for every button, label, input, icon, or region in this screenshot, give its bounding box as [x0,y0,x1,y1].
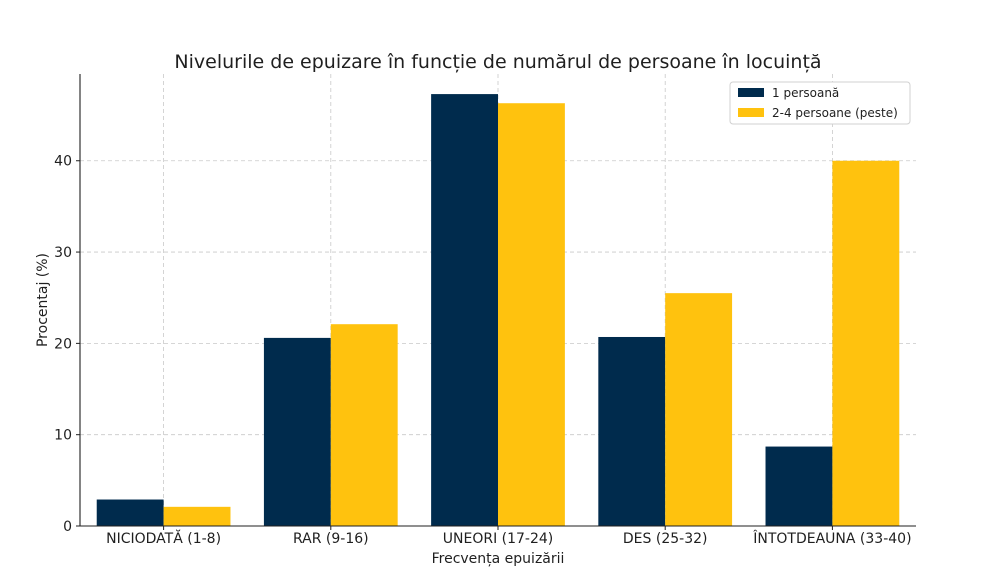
x-tick-label: DES (25-32) [623,531,708,547]
legend-label-1-persoana: 1 persoană [772,86,839,100]
legend-swatch-2-4-persoane [738,108,764,117]
x-tick-label: UNEORI (17-24) [443,531,554,547]
x-ticks: NICIODATĂ (1-8) RAR (9-16) UNEORI (17-24) D… [106,526,912,547]
legend-box [729,81,911,125]
bar-series1-4 [765,446,833,526]
y-axis-label: Procentaj (%) [35,253,51,347]
y-tick-label: 10 [54,428,72,444]
y-tick-label: 20 [54,336,72,352]
bar-series1-1 [263,337,331,526]
legend-label-2-4-persoane: 2-4 persoane (peste) [772,106,898,120]
bar-series2-0 [163,506,231,526]
x-tick-label: NICIODATĂ (1-8) [106,529,221,547]
bar-series2-3 [665,293,733,526]
x-tick-label: RAR (9-16) [293,531,369,547]
chart-title: Nivelurile de epuizare în funcție de num… [174,51,821,73]
bar-series2-4 [832,160,900,526]
y-tick-label: 40 [54,154,72,170]
bar-series1-0 [96,499,164,526]
bar-series2-2 [498,103,565,526]
x-axis-label: Frecvența epuizării [432,551,565,567]
legend: 1 persoană 2-4 persoane (peste) [729,81,911,125]
bar-series1-2 [431,94,498,526]
bar-series1-3 [598,336,666,526]
x-tick-label: ÎNTOTDEAUNA (33-40) [752,529,911,547]
bars [96,94,900,526]
y-ticks: 0 10 20 30 40 [54,154,80,535]
bar-series2-1 [330,324,398,526]
legend-swatch-1-persoana [738,88,764,97]
y-tick-label: 30 [54,245,72,261]
y-tick-label: 0 [63,519,72,535]
